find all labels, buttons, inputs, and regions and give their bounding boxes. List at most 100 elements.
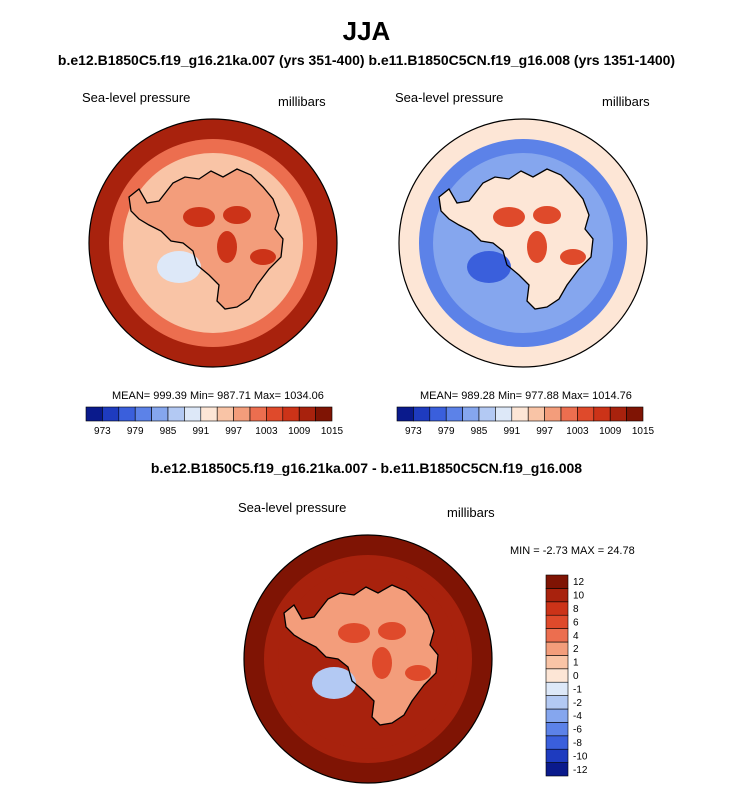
panel2-units-label: millibars [602,94,650,109]
colorbar-tick-label: -12 [573,765,588,776]
colorbar-tick-label: 1015 [321,426,344,437]
panel3-variable-label: Sea-level pressure [238,500,347,515]
panel1-units-label: millibars [278,94,326,109]
colorbar-swatch [577,406,595,422]
colorbar-swatch [545,614,569,629]
low-pressure-region [467,251,511,283]
high-pressure-region-2 [533,206,561,224]
high-pressure-region-3 [405,665,431,681]
colorbar-tick-label: 1003 [566,426,589,437]
high-pressure-region-1 [338,623,370,643]
colorbar-swatch [545,681,569,696]
colorbar-swatch [413,406,431,422]
colorbar-swatch [495,406,513,422]
high-pressure-region-1 [493,207,525,227]
colorbar-swatch [85,406,103,422]
colorbar-swatch [298,406,316,422]
colorbar-swatch [445,406,463,422]
colorbar-swatch [545,762,569,777]
colorbar-tick-label: 6 [573,617,579,628]
colorbar-tick-label: 979 [127,426,144,437]
colorbar-tick-label: 1015 [632,426,655,437]
colorbar-swatch [609,406,627,422]
map-border [243,534,493,784]
panel1-polar-map [88,118,338,368]
colorbar-tick-label: 973 [94,426,111,437]
colorbar-tick-label: 4 [573,631,579,642]
colorbar-swatch [545,748,569,763]
colorbar-swatch [396,406,414,422]
colorbar-tick-label: 12 [573,577,585,588]
colorbar-swatch [118,406,136,422]
high-pressure-region-3 [560,249,586,265]
colorbar-tick-label: 985 [160,426,177,437]
colorbar-swatch [527,406,545,422]
colorbar-swatch [545,655,569,670]
colorbar-tick-label: 8 [573,604,579,615]
colorbar-tick-label: 985 [471,426,488,437]
colorbar-swatch [102,406,120,422]
colorbar-tick-label: -8 [573,738,582,749]
panel3-stats: MIN = -2.73 MAX = 24.78 [510,545,635,557]
panel2-variable-label: Sea-level pressure [395,90,504,105]
colorbar-swatch [545,668,569,683]
map-border [398,118,648,368]
colorbar-tick-label: -2 [573,698,582,709]
colorbar-swatch [544,406,562,422]
panel3-polar-map [243,534,493,784]
colorbar-tick-label: 1 [573,658,579,669]
figure-title: JJA [342,16,391,46]
colorbar-swatch [545,601,569,616]
colorbar-tick-label: 991 [503,426,520,437]
colorbar-tick-label: -10 [573,751,588,762]
colorbar-swatch [478,406,496,422]
high-pressure-region-1 [183,207,215,227]
colorbar-tick-label: 10 [573,591,585,602]
difference-title: b.e12.B1850C5.f19_g16.21ka.007 - b.e11.B… [150,460,583,476]
continent-interior-contour [129,169,283,309]
colorbar-swatch [216,406,234,422]
antarctica-coastline [128,168,284,310]
colorbar-tick-label: 1009 [288,426,311,437]
colorbar-swatch [266,406,284,422]
colorbar-swatch [315,406,333,422]
colorbar-swatch [545,588,569,603]
high-pressure-region-3 [250,249,276,265]
colorbar-tick-label: 979 [438,426,455,437]
colorbar-swatch [151,406,169,422]
colorbar-swatch [200,406,218,422]
colorbar-tick-label: -1 [573,684,582,695]
colorbar-swatch [545,708,569,723]
colorbar-tick-label: 1003 [255,426,278,437]
low-pressure-region [157,251,201,283]
colorbar-tick-label: 1009 [599,426,622,437]
colorbar-swatch [429,406,447,422]
colorbar-swatch [545,641,569,656]
colorbar-swatch [184,406,202,422]
colorbar-tick-label: -4 [573,711,582,722]
antarctica-coastline [438,168,594,310]
map-border [88,118,338,368]
panel1-colorbar: 973 979 985 991 997 1003 1009 1015 [85,406,344,437]
panel2-stats: MEAN= 989.28 Min= 977.88 Max= 1014.76 [420,390,632,402]
high-pressure-region-2 [223,206,251,224]
colorbar-swatch [545,735,569,750]
colorbar-swatch [511,406,529,422]
panel2-polar-map [398,118,648,368]
high-pressure-region-4 [372,647,392,679]
colorbar-swatch [593,406,611,422]
colorbar-swatch [626,406,644,422]
colorbar-swatch [233,406,251,422]
continent-interior-contour [439,169,593,309]
antarctica-coastline [283,584,439,726]
panel2-colorbar: 973 979 985 991 997 1003 1009 1015 [396,406,655,437]
colorbar-tick-label: 2 [573,644,579,655]
colorbar-swatch [545,695,569,710]
colorbar-swatch [134,406,152,422]
colorbar-swatch [282,406,300,422]
high-pressure-region-4 [217,231,237,263]
colorbar-tick-label: 0 [573,671,579,682]
colorbar-swatch [545,574,569,589]
low-pressure-region [312,667,356,699]
